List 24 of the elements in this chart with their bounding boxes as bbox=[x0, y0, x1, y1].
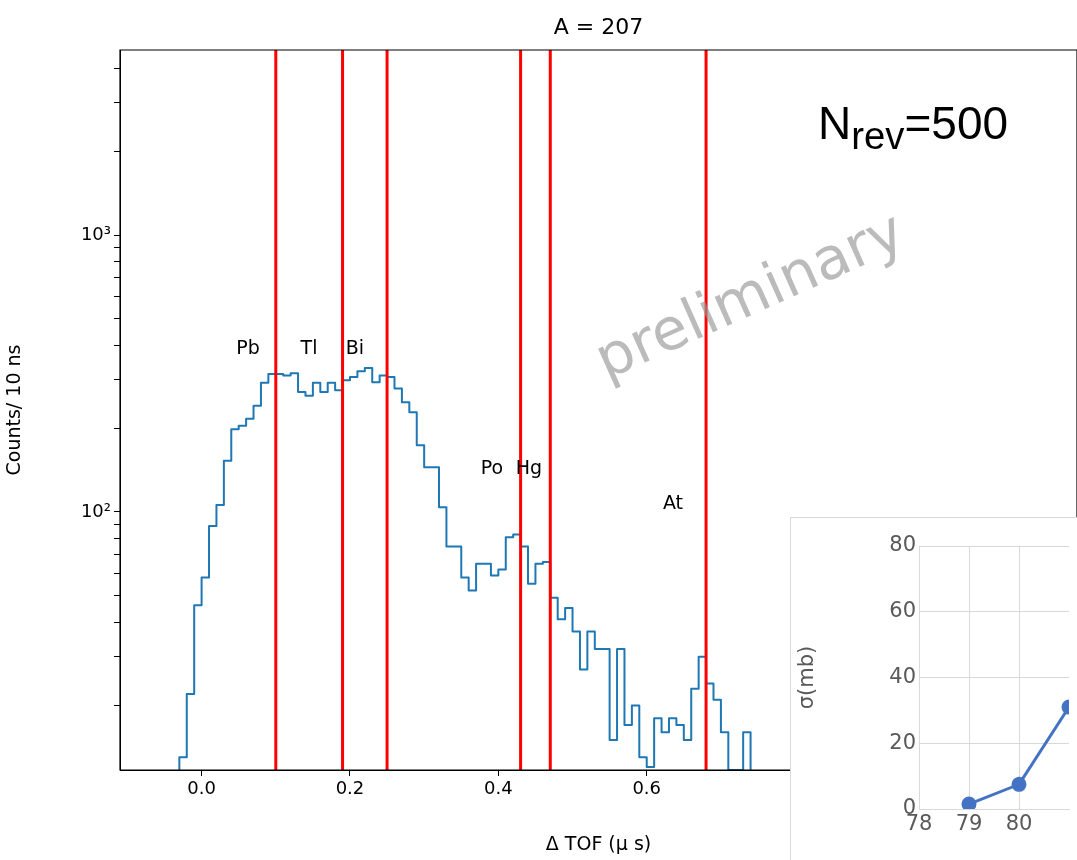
x-tick-label: 0.6 bbox=[632, 777, 662, 799]
y-tick-label: 60 bbox=[889, 598, 916, 623]
x-tick-label: 0.4 bbox=[484, 777, 513, 799]
y-tick-label: 10² bbox=[80, 499, 111, 521]
y-tick-label: 10³ bbox=[80, 222, 111, 244]
y-tick-label: 40 bbox=[889, 663, 916, 688]
y-axis-title: σ(mb) bbox=[794, 645, 819, 710]
chart-title: A = 207 bbox=[553, 14, 644, 39]
x-tick-label: 80 bbox=[1005, 811, 1033, 836]
x-axis-title: Δ TOF (μ s) bbox=[545, 831, 652, 854]
y-tick-label: 80 bbox=[889, 532, 916, 557]
annotation: At bbox=[662, 490, 684, 513]
annotation: Bi bbox=[345, 335, 365, 358]
y-axis-title: Counts/ 10 ns bbox=[2, 344, 25, 476]
annotation: N$_{rev}$=500 bbox=[818, 97, 1009, 158]
annotation: Tl bbox=[300, 335, 318, 358]
y-tick-label: 20 bbox=[889, 729, 916, 754]
annotation: Pb bbox=[236, 335, 260, 358]
x-tick-label: 0.2 bbox=[335, 777, 365, 799]
point bbox=[961, 796, 977, 809]
x-tick-label: 79 bbox=[955, 811, 983, 836]
x-tick-label: 0.0 bbox=[187, 777, 216, 799]
point bbox=[1011, 776, 1027, 792]
annotation: Po bbox=[480, 455, 504, 478]
